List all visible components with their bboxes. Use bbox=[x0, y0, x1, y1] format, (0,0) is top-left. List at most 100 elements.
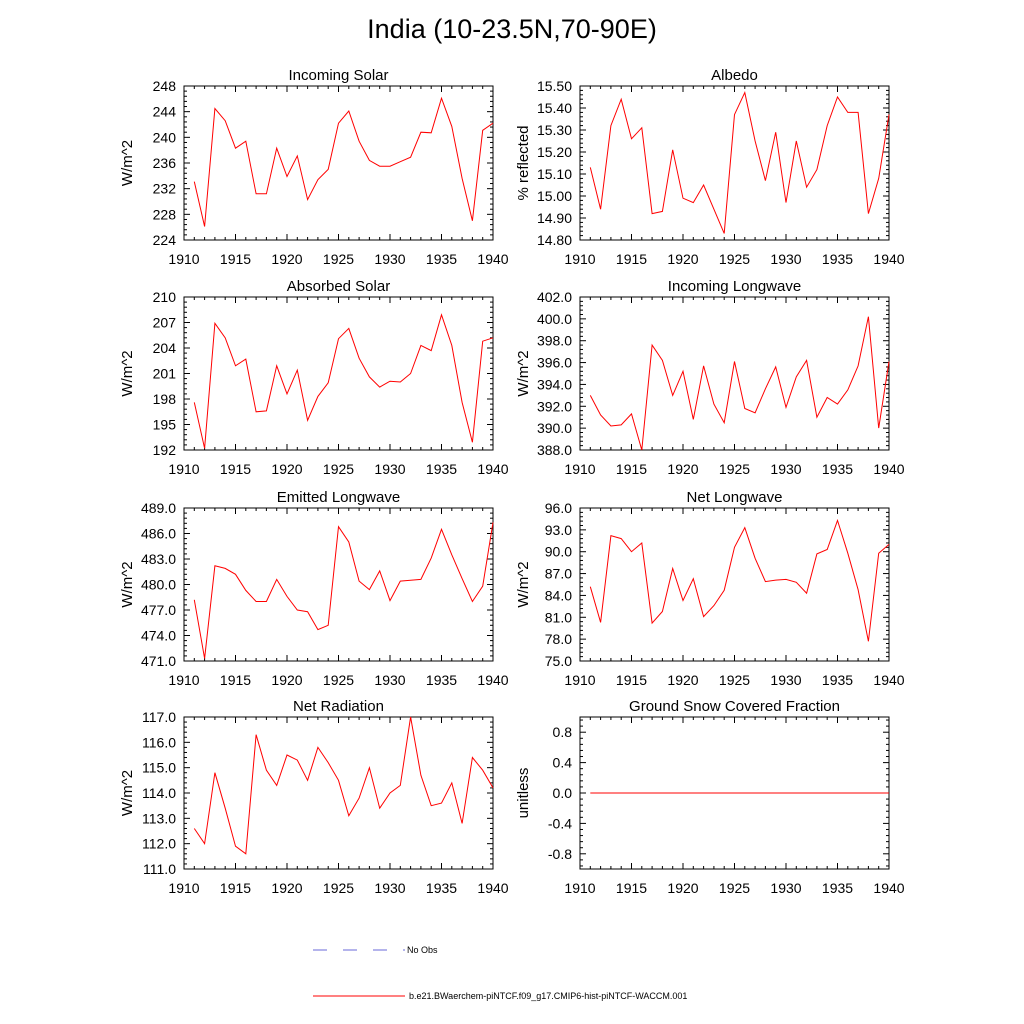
x-tick-label: 1940 bbox=[873, 880, 904, 896]
x-tick-label: 1915 bbox=[220, 251, 251, 267]
chart-panel-5: Emitted Longwave W/m^2 1910 1915 1920 1925 193… bbox=[119, 489, 509, 688]
y-tick-label: 390.0 bbox=[537, 420, 572, 436]
panel-title: Albedo bbox=[711, 67, 758, 84]
x-tick-label: 1930 bbox=[770, 880, 801, 896]
y-tick-label: 210 bbox=[153, 289, 177, 305]
x-tick-label: 1910 bbox=[564, 461, 595, 477]
y-tick-label: -0.4 bbox=[548, 815, 572, 831]
x-tick-label: 1925 bbox=[323, 880, 354, 896]
chart-panel-4: Incoming Longwave W/m^2 1910 1915 1920 1925 19… bbox=[515, 278, 905, 477]
y-tick-label: 111.0 bbox=[143, 861, 176, 877]
figure-title: India (10-23.5N,70-90E) bbox=[367, 14, 657, 44]
y-tick-label: 0.8 bbox=[553, 724, 573, 740]
y-tick-label: 14.90 bbox=[537, 210, 572, 226]
x-tick-label: 1915 bbox=[616, 251, 647, 267]
y-tick-label: 15.00 bbox=[537, 188, 572, 204]
x-tick-label: 1935 bbox=[822, 880, 853, 896]
chart-panel-7: Net Radiation W/m^2 1910 1915 1920 1925 1930 19… bbox=[119, 698, 509, 896]
x-tick-label: 1910 bbox=[564, 672, 595, 688]
x-tick-label: 1935 bbox=[426, 880, 457, 896]
y-tick-label: 486.0 bbox=[141, 526, 176, 542]
y-tick-label: 0.4 bbox=[553, 755, 573, 771]
y-tick-label: 116.0 bbox=[142, 734, 176, 750]
y-tick-label: 483.0 bbox=[141, 551, 176, 567]
chart-panel-1: Incoming Solar W/m^2 1910 1915 1920 1925 1930 1… bbox=[119, 67, 509, 267]
plot-frame bbox=[183, 296, 494, 451]
y-tick-label: 87.0 bbox=[545, 566, 572, 582]
x-tick-label: 1925 bbox=[719, 461, 750, 477]
y-tick-label: 474.0 bbox=[141, 628, 176, 644]
x-tick-label: 1910 bbox=[564, 251, 595, 267]
x-tick-label: 1940 bbox=[873, 251, 904, 267]
x-tick-label: 1940 bbox=[873, 461, 904, 477]
series-line-1 bbox=[193, 96, 494, 227]
y-axis-label: W/m^2 bbox=[119, 140, 136, 186]
legend: No Obs b.e21.BWaerchem-piNTCF.f09_g17.CMI… bbox=[313, 945, 687, 1001]
x-tick-label: 1920 bbox=[271, 880, 302, 896]
x-tick-label: 1935 bbox=[822, 672, 853, 688]
y-tick-label: 15.30 bbox=[537, 122, 572, 138]
x-tick-label: 1925 bbox=[323, 251, 354, 267]
y-tick-label: 236 bbox=[153, 155, 177, 171]
chart-panel-8: Ground Snow Covered Fraction unitless 1910… bbox=[515, 698, 905, 896]
x-tick-label: 1915 bbox=[220, 672, 251, 688]
legend-model-label: b.e21.BWaerchem-piNTCF.f09_g17.CMIP6-his… bbox=[409, 991, 687, 1001]
x-tick-label: 1925 bbox=[323, 672, 354, 688]
panel-title: Net Longwave bbox=[687, 489, 783, 506]
y-tick-label: 480.0 bbox=[141, 577, 176, 593]
x-tick-label: 1940 bbox=[873, 672, 904, 688]
y-tick-label: 0.0 bbox=[553, 785, 573, 801]
chart-panel-3: Absorbed Solar W/m^2 1910 1915 1920 1925 1930 1… bbox=[119, 278, 509, 477]
y-axis-label: W/m^2 bbox=[515, 350, 532, 396]
y-tick-label: 115.0 bbox=[142, 760, 176, 776]
x-tick-label: 1915 bbox=[220, 880, 251, 896]
y-tick-label: 228 bbox=[153, 206, 177, 222]
panel-title: Net Radiation bbox=[293, 698, 384, 715]
y-tick-label: 398.0 bbox=[537, 333, 572, 349]
x-tick-label: 1935 bbox=[822, 251, 853, 267]
x-tick-label: 1940 bbox=[477, 461, 508, 477]
y-tick-label: 201 bbox=[153, 366, 177, 382]
y-tick-label: 90.0 bbox=[545, 544, 572, 560]
y-tick-label: 112.0 bbox=[142, 836, 176, 852]
y-tick-label: 248 bbox=[153, 78, 177, 94]
x-tick-label: 1940 bbox=[477, 672, 508, 688]
x-tick-label: 1935 bbox=[426, 461, 457, 477]
panel-title: Incoming Solar bbox=[288, 67, 388, 84]
y-axis-label: W/m^2 bbox=[119, 561, 136, 607]
y-tick-label: 117.0 bbox=[142, 709, 176, 725]
x-tick-label: 1915 bbox=[616, 461, 647, 477]
x-tick-label: 1910 bbox=[564, 880, 595, 896]
plot-frame bbox=[183, 85, 494, 241]
plot-frame bbox=[579, 85, 890, 241]
y-axis-label: W/m^2 bbox=[515, 561, 532, 607]
chart-panel-6: Net Longwave W/m^2 1910 1915 1920 1925 1930 193… bbox=[515, 489, 905, 688]
series-line-1 bbox=[193, 522, 494, 659]
x-tick-label: 1920 bbox=[271, 672, 302, 688]
y-tick-label: 207 bbox=[153, 315, 177, 331]
x-tick-label: 1930 bbox=[374, 461, 405, 477]
x-tick-label: 1925 bbox=[719, 880, 750, 896]
panel-title: Absorbed Solar bbox=[287, 278, 390, 295]
y-tick-label: 93.0 bbox=[545, 522, 572, 538]
x-tick-label: 1920 bbox=[271, 461, 302, 477]
x-tick-label: 1915 bbox=[616, 880, 647, 896]
y-tick-label: 15.20 bbox=[537, 144, 572, 160]
y-tick-label: 244 bbox=[153, 104, 177, 120]
y-tick-label: 204 bbox=[153, 340, 177, 356]
x-tick-label: 1925 bbox=[719, 251, 750, 267]
x-tick-label: 1930 bbox=[374, 672, 405, 688]
y-tick-label: 195 bbox=[153, 417, 177, 433]
y-tick-label: 240 bbox=[153, 129, 177, 145]
x-tick-label: 1910 bbox=[168, 461, 199, 477]
x-tick-label: 1920 bbox=[271, 251, 302, 267]
plot-frame bbox=[579, 296, 890, 451]
series-line-1 bbox=[589, 316, 890, 451]
y-tick-label: 75.0 bbox=[545, 653, 572, 669]
series-line-1 bbox=[193, 716, 494, 855]
y-tick-label: 471.0 bbox=[141, 653, 176, 669]
y-tick-label: 394.0 bbox=[537, 376, 572, 392]
y-tick-label: 392.0 bbox=[537, 398, 572, 414]
y-tick-label: 15.40 bbox=[537, 100, 572, 116]
chart-panel-2: Albedo % reflected 1910 1915 1920 1925 1930 193… bbox=[515, 67, 905, 267]
